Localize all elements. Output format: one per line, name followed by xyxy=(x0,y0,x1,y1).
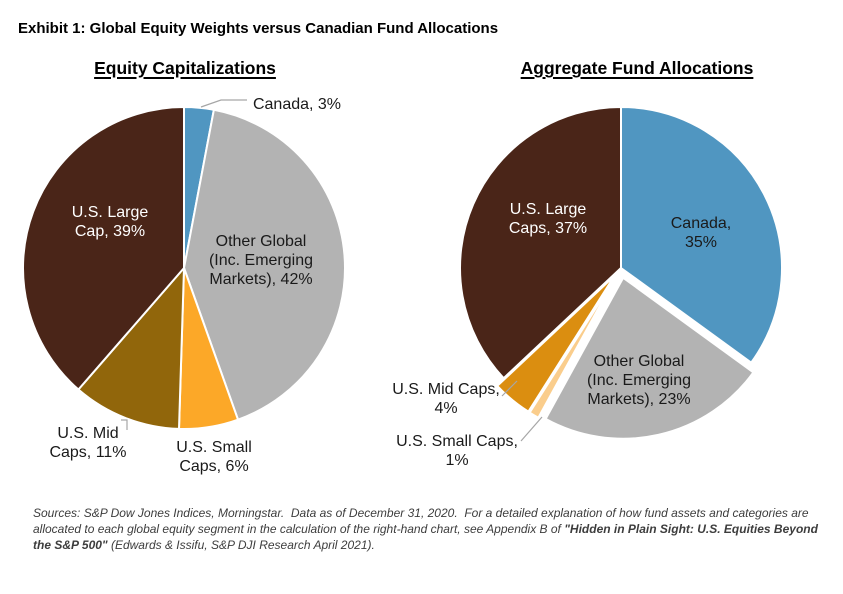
pie-slice-u-s-small-caps-funds xyxy=(528,275,617,419)
leader-line xyxy=(501,380,518,397)
chart-title-aggregate-fund-allocations: Aggregate Fund Allocations xyxy=(520,58,754,78)
pie-slice-u-s-mid-caps-funds xyxy=(496,274,616,413)
slice-label-u-s-small-caps: U.S. Small Caps, 6% xyxy=(176,439,252,475)
slice-label-other-global-inc-emerging-markets: Other Global (Inc. Emerging Markets), 23% xyxy=(587,353,691,408)
source-note-text: Sources: S&P Dow Jones Indices, Mornings… xyxy=(33,506,812,536)
slice-label-canada: Canada, 3% xyxy=(253,96,341,113)
leader-line xyxy=(200,99,247,108)
slice-label-u-s-mid-caps: U.S. Mid Caps, 11% xyxy=(49,425,126,461)
slice-label-other-global-inc-emerging-markets: Other Global (Inc. Emerging Markets), 42% xyxy=(209,233,313,288)
pie-slice-u-s-mid-caps-caps xyxy=(77,267,185,430)
leader-line xyxy=(121,419,128,430)
slice-label-u-s-mid-caps: U.S. Mid Caps, 4% xyxy=(392,381,500,417)
leader-line xyxy=(520,416,543,442)
slice-label-u-s-large-cap: U.S. Large Cap, 39% xyxy=(72,204,149,240)
slice-label-canada: Canada, 35% xyxy=(671,215,732,251)
pie-slice-other-global-inc-emerging-markets-funds xyxy=(544,276,755,440)
source-note-bold-title: "Hidden in Plain Sight: U.S. Equities Be… xyxy=(33,522,822,552)
pie-slice-u-s-large-caps-funds xyxy=(459,106,622,380)
source-note-citation: (Edwards & Issifu, S&P DJI Research Apri… xyxy=(107,538,375,552)
slice-label-u-s-small-caps: U.S. Small Caps, 1% xyxy=(396,433,518,469)
slice-label-u-s-large-caps: U.S. Large Caps, 37% xyxy=(509,201,587,237)
source-note: Sources: S&P Dow Jones Indices, Mornings… xyxy=(33,505,825,553)
pie-slice-other-global-inc-emerging-markets-caps xyxy=(183,108,346,421)
page-title: Exhibit 1: Global Equity Weights versus … xyxy=(18,20,499,37)
chart-title-equity-capitalizations: Equity Capitalizations xyxy=(94,58,276,78)
pie-slice-u-s-large-cap-caps xyxy=(22,106,185,391)
pie-slice-canada-funds xyxy=(620,106,783,364)
